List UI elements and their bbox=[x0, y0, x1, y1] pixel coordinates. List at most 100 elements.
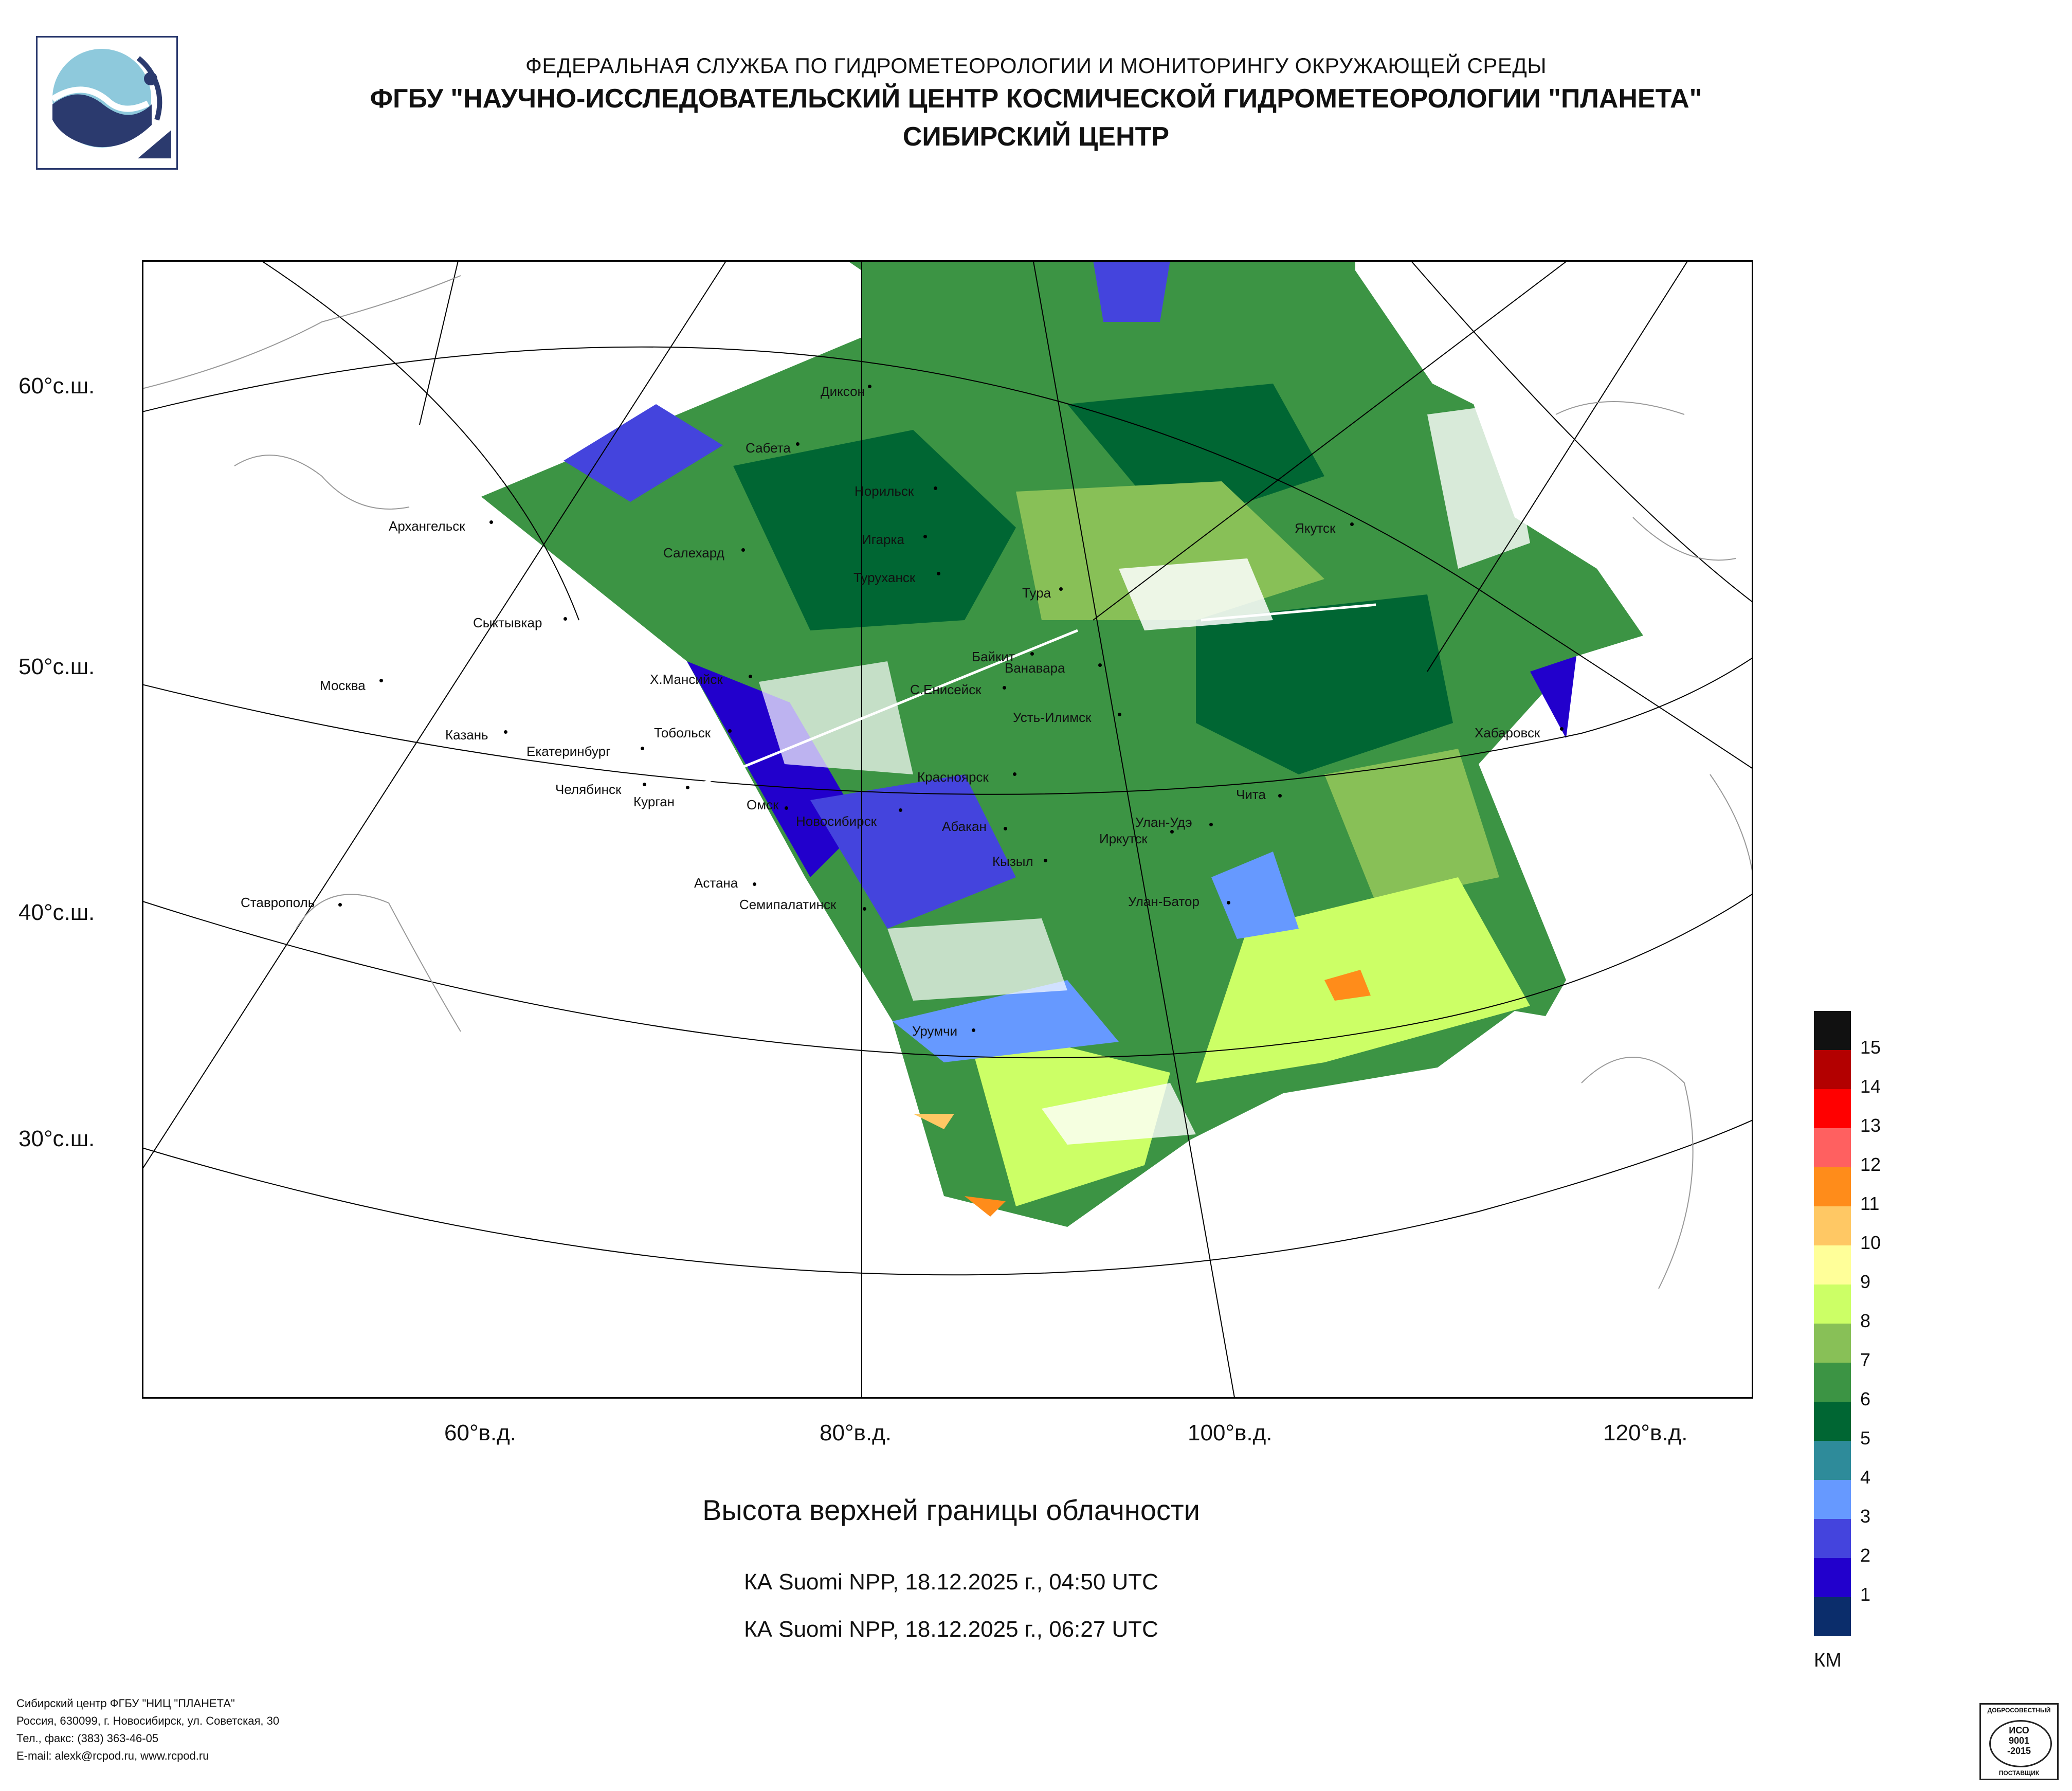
footer-line: Сибирский центр ФГБУ "НИЦ "ПЛАНЕТА" bbox=[16, 1697, 235, 1710]
city-dot bbox=[641, 747, 644, 750]
lon-label-100: 100°в.д. bbox=[1188, 1420, 1273, 1445]
cert-bottom-text: ПОСТАВЩИК bbox=[1998, 1769, 2040, 1777]
legend-swatch bbox=[1814, 1363, 1851, 1402]
city-dot bbox=[643, 783, 646, 786]
legend-level-label: 14 bbox=[1860, 1076, 1881, 1097]
city-dot bbox=[1209, 823, 1213, 826]
city-dot bbox=[1003, 686, 1006, 690]
city-dot bbox=[489, 520, 493, 524]
iso-certificate-icon: ДОБРОСОВЕСТНЫЙ ИСО 9001 -2015 ПОСТАВЩИК bbox=[1979, 1703, 2059, 1780]
legend-level-label: 10 bbox=[1860, 1232, 1881, 1253]
city-label: Урумчи bbox=[912, 1023, 958, 1039]
lon-label-80: 80°в.д. bbox=[820, 1420, 892, 1445]
city-label: Ставрополь bbox=[241, 895, 315, 910]
legend-level-label: 13 bbox=[1860, 1115, 1881, 1136]
city-dot bbox=[686, 786, 689, 789]
city-dot bbox=[1030, 652, 1034, 656]
city-label: Иркутск bbox=[1099, 831, 1148, 846]
footer-line: E-mail: alexk@rcpod.ru, www.rcpod.ru bbox=[16, 1749, 209, 1762]
city-dot bbox=[1560, 727, 1564, 731]
city-label: Сыктывкар bbox=[473, 615, 542, 630]
legend-swatch bbox=[1814, 1480, 1851, 1519]
city-label: Ванавара bbox=[1005, 660, 1065, 676]
city-dot bbox=[338, 903, 342, 907]
city-dot bbox=[741, 548, 745, 552]
legend-level-label: 11 bbox=[1860, 1193, 1880, 1214]
city-dot bbox=[796, 442, 799, 446]
city-label: Москва bbox=[320, 678, 366, 693]
cert-line-1: ИСО bbox=[2009, 1725, 2029, 1735]
city-dot bbox=[868, 385, 871, 388]
graticule bbox=[142, 260, 1753, 1399]
city-label: Кызыл bbox=[992, 854, 1033, 869]
satellite-swath bbox=[481, 260, 1643, 1227]
legend-level-label: 8 bbox=[1860, 1310, 1871, 1331]
cert-top-text: ДОБРОСОВЕСТНЫЙ bbox=[1987, 1707, 2051, 1714]
satellite-pass-2: КА Suomi NPP, 18.12.2025 г., 06:27 UTC bbox=[744, 1617, 1158, 1642]
city-dot bbox=[785, 806, 788, 810]
footer-contacts: Сибирский центр ФГБУ "НИЦ "ПЛАНЕТА" Росс… bbox=[16, 1695, 279, 1765]
institute-title: ФГБУ "НАУЧНО-ИССЛЕДОВАТЕЛЬСКИЙ ЦЕНТР КОС… bbox=[370, 84, 1702, 114]
lat-label-30: 30°с.ш. bbox=[19, 1126, 95, 1151]
city-label: Туруханск bbox=[853, 570, 916, 585]
legend-level-label: 5 bbox=[1860, 1427, 1871, 1449]
city-label: Астана bbox=[694, 875, 738, 891]
legend-level-label: 9 bbox=[1860, 1271, 1871, 1292]
city-dot bbox=[1118, 713, 1121, 716]
legend-swatch bbox=[1814, 1128, 1851, 1167]
legend-swatch bbox=[1814, 1597, 1851, 1636]
city-dot bbox=[1350, 522, 1354, 526]
city-dot bbox=[1227, 901, 1230, 904]
lat-label-50: 50°с.ш. bbox=[19, 654, 95, 679]
city-label: Байкит bbox=[972, 649, 1015, 664]
city-label: Омск bbox=[747, 797, 779, 812]
legend-swatch bbox=[1814, 1402, 1851, 1441]
city-label: Сабета bbox=[746, 440, 791, 456]
city-label: Чита bbox=[1236, 787, 1266, 802]
city-label: Тура bbox=[1022, 585, 1051, 601]
city-dot bbox=[379, 679, 383, 682]
lon-label-120: 120°в.д. bbox=[1603, 1420, 1688, 1445]
legend-swatch bbox=[1814, 1519, 1851, 1558]
cloud-top-height-map bbox=[140, 259, 1755, 1400]
city-dot bbox=[1013, 772, 1016, 776]
city-label: Салехард bbox=[663, 545, 724, 560]
city-label: Новосибирск bbox=[796, 813, 877, 829]
city-dot bbox=[863, 907, 866, 911]
legend-swatch bbox=[1814, 1558, 1851, 1597]
cert-line-2: 9001 bbox=[2008, 1735, 2030, 1746]
legend-level-label: 3 bbox=[1860, 1506, 1871, 1527]
city-label: Усть-Илимск bbox=[1013, 710, 1092, 725]
legend-colorbar bbox=[1814, 1011, 1851, 1636]
legend-level-label: 12 bbox=[1860, 1154, 1881, 1175]
city-label: Норильск bbox=[855, 483, 914, 499]
legend-level-label: 6 bbox=[1860, 1388, 1871, 1409]
legend-level-label: 4 bbox=[1860, 1467, 1871, 1488]
cert-line-3: -2015 bbox=[2007, 1746, 2031, 1756]
city-label: Челябинск bbox=[555, 782, 622, 797]
city-label: Казань bbox=[445, 727, 488, 743]
legend-level-label: 15 bbox=[1860, 1037, 1881, 1058]
city-label: Диксон bbox=[821, 384, 865, 399]
legend-level-label: 7 bbox=[1860, 1349, 1871, 1370]
city-dot bbox=[1278, 794, 1282, 798]
city-label: Курган bbox=[633, 794, 675, 809]
city-dot bbox=[1044, 859, 1047, 862]
city-dot bbox=[1059, 587, 1063, 591]
legend-swatch bbox=[1814, 1324, 1851, 1363]
legend-swatch bbox=[1814, 1089, 1851, 1128]
satellite-pass-1: КА Suomi NPP, 18.12.2025 г., 04:50 UTC bbox=[744, 1569, 1158, 1595]
footer-line: Тел., факс: (383) 363-46-05 bbox=[16, 1732, 159, 1745]
city-label: Улан-Удэ bbox=[1135, 815, 1192, 830]
city-dot bbox=[564, 617, 567, 621]
footer-line: Россия, 630099, г. Новосибирск, ул. Сове… bbox=[16, 1714, 280, 1727]
city-dot bbox=[1098, 663, 1102, 667]
legend-swatch bbox=[1814, 1441, 1851, 1480]
planeta-logo-icon bbox=[36, 36, 178, 170]
legend-swatch bbox=[1814, 1167, 1851, 1206]
legend-swatch bbox=[1814, 1206, 1851, 1245]
center-title: СИБИРСКИЙ ЦЕНТР bbox=[902, 122, 1170, 152]
city-dot bbox=[923, 535, 927, 538]
city-dot bbox=[1004, 827, 1007, 830]
legend-level-label: 2 bbox=[1860, 1545, 1871, 1566]
